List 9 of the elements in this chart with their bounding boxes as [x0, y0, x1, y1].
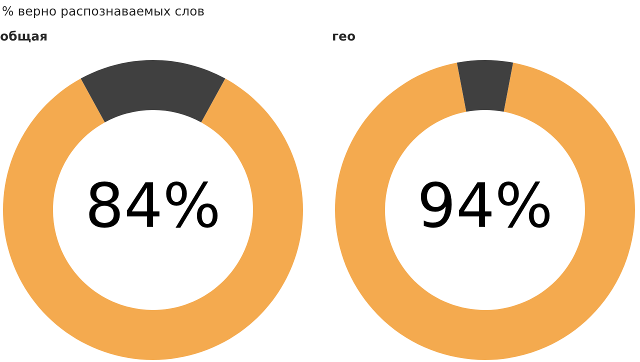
- text: % верно распознаваемых слов: [2, 6, 204, 18]
- donut-slice: [3, 78, 303, 360]
- donut-slice: [335, 62, 635, 360]
- text: 84%: [89, 182, 218, 228]
- text: 94%: [420, 182, 550, 228]
- donut-slice: [80, 60, 226, 122]
- donut-slice: [456, 60, 514, 112]
- chart-title: общая: [0, 30, 47, 42]
- chart-title: гео: [333, 34, 356, 41]
